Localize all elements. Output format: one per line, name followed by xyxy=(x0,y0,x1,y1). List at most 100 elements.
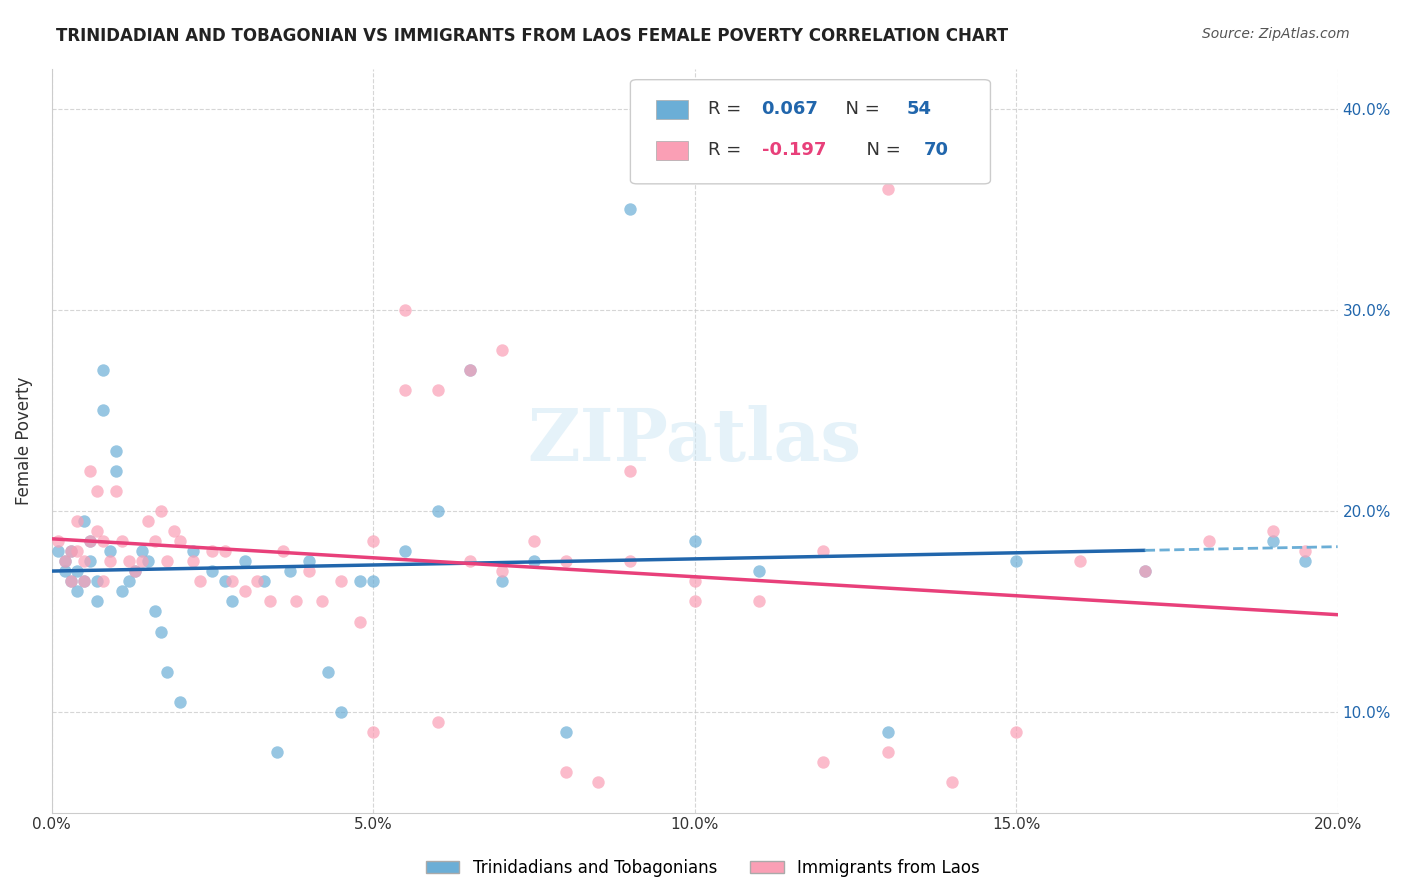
Point xyxy=(683,594,706,608)
Point xyxy=(876,745,898,759)
Point xyxy=(491,564,513,578)
Point xyxy=(1263,534,1285,549)
Point xyxy=(201,544,224,558)
Point xyxy=(813,544,835,558)
Point xyxy=(253,574,276,589)
Point xyxy=(86,483,108,498)
Point xyxy=(1005,725,1028,739)
Point xyxy=(118,554,141,568)
Point xyxy=(394,544,416,558)
Point xyxy=(555,725,578,739)
Point xyxy=(330,574,353,589)
Point xyxy=(330,705,353,719)
Point xyxy=(1069,554,1091,568)
Text: ZIPatlas: ZIPatlas xyxy=(527,405,862,476)
Point xyxy=(46,544,69,558)
Point xyxy=(105,464,128,478)
Point xyxy=(53,564,76,578)
Point xyxy=(136,554,159,568)
Point xyxy=(98,554,121,568)
Point xyxy=(1198,534,1220,549)
Point xyxy=(169,534,191,549)
Point xyxy=(143,604,166,618)
Point xyxy=(233,584,256,599)
Point xyxy=(79,534,101,549)
Point xyxy=(458,554,481,568)
Point xyxy=(111,584,134,599)
Point xyxy=(298,554,321,568)
Point xyxy=(150,624,173,639)
Text: R =: R = xyxy=(707,141,747,160)
Text: 54: 54 xyxy=(907,101,932,119)
Point xyxy=(266,745,288,759)
Point xyxy=(523,534,546,549)
Point xyxy=(53,554,76,568)
Legend: Trinidadians and Tobagonians, Immigrants from Laos: Trinidadians and Tobagonians, Immigrants… xyxy=(419,853,987,884)
Point xyxy=(1133,564,1156,578)
Point xyxy=(86,574,108,589)
Point xyxy=(491,343,513,357)
Point xyxy=(156,554,179,568)
Point xyxy=(394,384,416,398)
Point xyxy=(349,574,371,589)
Point xyxy=(86,524,108,538)
Point xyxy=(361,725,384,739)
Point xyxy=(683,574,706,589)
Point xyxy=(181,544,204,558)
Point xyxy=(748,594,770,608)
Point xyxy=(105,443,128,458)
Point xyxy=(586,775,609,789)
Point xyxy=(361,534,384,549)
Point xyxy=(124,564,146,578)
Point xyxy=(163,524,186,538)
Point xyxy=(458,363,481,377)
Point xyxy=(1295,544,1317,558)
Point xyxy=(53,554,76,568)
Point xyxy=(79,554,101,568)
Point xyxy=(491,574,513,589)
Point xyxy=(426,384,449,398)
Point xyxy=(683,534,706,549)
Point xyxy=(60,574,83,589)
Point xyxy=(169,695,191,709)
Point xyxy=(221,574,243,589)
Point xyxy=(91,403,114,417)
Text: TRINIDADIAN AND TOBAGONIAN VS IMMIGRANTS FROM LAOS FEMALE POVERTY CORRELATION CH: TRINIDADIAN AND TOBAGONIAN VS IMMIGRANTS… xyxy=(56,27,1008,45)
Point xyxy=(1133,564,1156,578)
Point xyxy=(66,564,89,578)
Point xyxy=(98,544,121,558)
Point xyxy=(246,574,269,589)
Point xyxy=(73,574,96,589)
Point xyxy=(143,534,166,549)
Text: Source: ZipAtlas.com: Source: ZipAtlas.com xyxy=(1202,27,1350,41)
Point xyxy=(426,504,449,518)
Text: 0.067: 0.067 xyxy=(762,101,818,119)
FancyBboxPatch shape xyxy=(657,141,689,160)
Point xyxy=(523,554,546,568)
Point xyxy=(619,202,641,217)
FancyBboxPatch shape xyxy=(630,79,990,184)
Point xyxy=(271,544,294,558)
Point xyxy=(136,514,159,528)
Point xyxy=(73,574,96,589)
Point xyxy=(876,725,898,739)
Point xyxy=(156,665,179,679)
Point xyxy=(1005,554,1028,568)
Point xyxy=(619,464,641,478)
Point xyxy=(111,534,134,549)
Point xyxy=(181,554,204,568)
Point xyxy=(91,534,114,549)
Point xyxy=(46,534,69,549)
Point xyxy=(188,574,211,589)
Point xyxy=(86,594,108,608)
Point xyxy=(221,594,243,608)
Point xyxy=(60,574,83,589)
Point xyxy=(124,564,146,578)
Point xyxy=(555,765,578,780)
Point xyxy=(214,544,236,558)
Point xyxy=(876,182,898,196)
Point xyxy=(60,544,83,558)
Point xyxy=(259,594,281,608)
Text: 70: 70 xyxy=(924,141,949,160)
Point xyxy=(201,564,224,578)
